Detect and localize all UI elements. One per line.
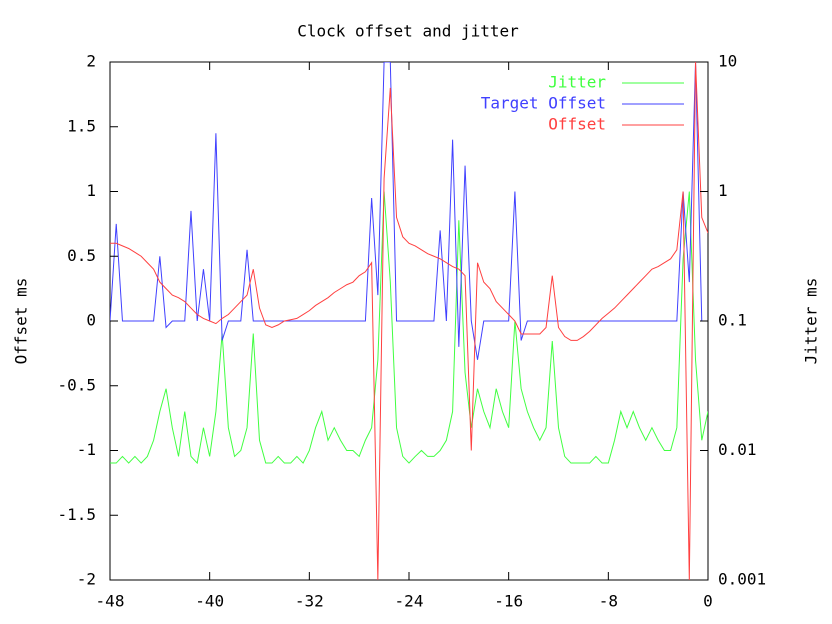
y2-tick-label: 10 <box>718 52 737 71</box>
data-line <box>110 191 708 465</box>
y-tick-label: -1.5 <box>57 505 96 524</box>
x-tick-label: -24 <box>395 592 424 611</box>
legend-label: Offset <box>548 115 606 134</box>
x-tick-label: 0 <box>703 592 713 611</box>
x-tick-label: -48 <box>96 592 125 611</box>
x-tick-label: -32 <box>295 592 324 611</box>
y-axis-label: Offset ms <box>12 278 31 365</box>
y2-tick-label: 0.01 <box>718 440 757 459</box>
y-tick-label: -2 <box>77 570 96 589</box>
y-tick-label: 0.5 <box>67 246 96 265</box>
y-tick-label: 2 <box>86 52 96 71</box>
y2-tick-label: 1 <box>718 181 728 200</box>
x-tick-label: -16 <box>494 592 523 611</box>
legend-label: Jitter <box>548 73 606 92</box>
x-tick-label: -8 <box>599 592 618 611</box>
x-tick-label: -40 <box>195 592 224 611</box>
y-tick-label: 0 <box>86 311 96 330</box>
y-tick-label: 1 <box>86 181 96 200</box>
legend-label: Target Offset <box>481 94 606 113</box>
y-tick-label: -0.5 <box>57 375 96 394</box>
y-tick-label: 1.5 <box>67 116 96 135</box>
chart-title: Clock offset and jitter <box>297 22 519 41</box>
y2-axis-label: Jitter ms <box>802 278 821 365</box>
y2-tick-label: 0.1 <box>718 311 747 330</box>
data-line <box>110 62 708 360</box>
y-tick-label: -1 <box>77 440 96 459</box>
data-line <box>110 62 708 580</box>
plot-area <box>110 62 708 580</box>
y2-tick-label: 0.001 <box>718 570 766 589</box>
